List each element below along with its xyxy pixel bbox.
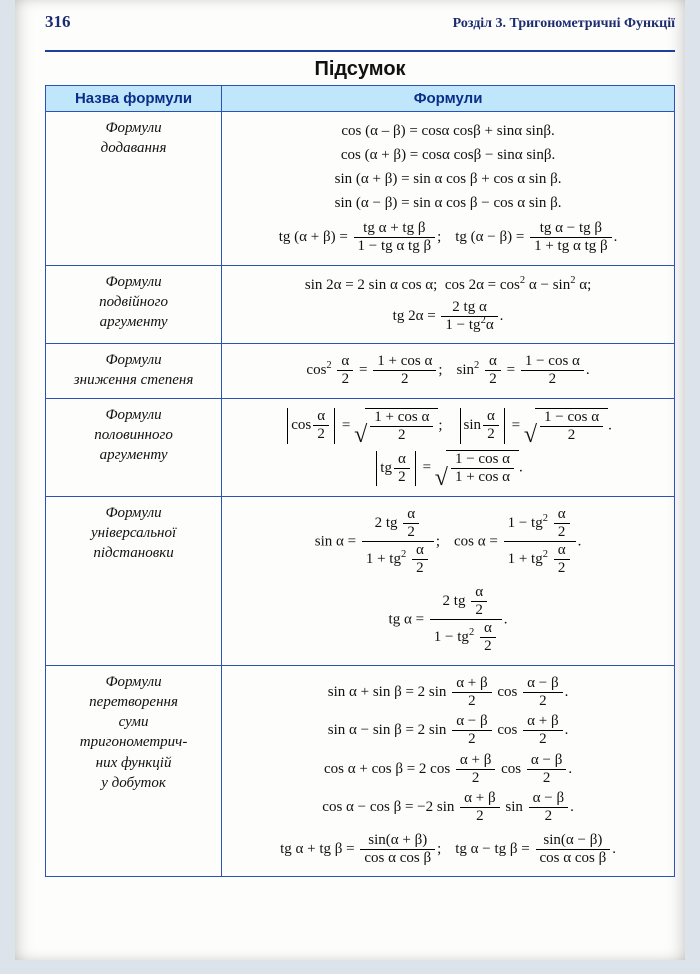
running-header: 316 Розділ 3. Тригонометричні Функції bbox=[45, 12, 675, 32]
formula-name: Формули універсальної підстановки bbox=[46, 496, 222, 665]
page: 316 Розділ 3. Тригонометричні Функції Пі… bbox=[15, 0, 685, 960]
header-rule bbox=[45, 50, 675, 52]
table-row: Формули додавання cos (α – β) = cosα cos… bbox=[46, 112, 675, 266]
formula-table: Назва формули Формули Формули додавання … bbox=[45, 85, 675, 877]
col-header-formula: Формули bbox=[222, 86, 675, 112]
formula-name: Формули додавання bbox=[46, 112, 222, 266]
table-row: Формули перетворення суми тригонометрич-… bbox=[46, 665, 675, 877]
summary-title: Підсумок bbox=[45, 58, 675, 81]
chapter-label: Розділ 3. Тригонометричні Функції bbox=[453, 16, 675, 32]
formula-cell: sin 2α = 2 sin α cos α; cos 2α = cos2 α … bbox=[222, 265, 675, 344]
formula-cell: sin α = 2 tg α2 1 + tg2 α2 ; cos α = 1 −… bbox=[222, 496, 675, 665]
formula-name: Формули зниження степеня bbox=[46, 344, 222, 399]
formula-cell: cos (α – β) = cosα cosβ + sinα sinβ. cos… bbox=[222, 112, 675, 266]
table-row: Формули подвійного аргументу sin 2α = 2 … bbox=[46, 265, 675, 344]
table-row: Формули половинного аргументу cos α2 = √… bbox=[46, 398, 675, 496]
formula-cell: cos2 α2 = 1 + cos α2; sin2 α2 = 1 − cos … bbox=[222, 344, 675, 399]
page-number: 316 bbox=[45, 12, 71, 32]
formula-name: Формули половинного аргументу bbox=[46, 398, 222, 496]
table-row: Формули універсальної підстановки sin α … bbox=[46, 496, 675, 665]
formula-cell: sin α + sin β = 2 sin α + β2 cos α − β2.… bbox=[222, 665, 675, 877]
formula-name: Формули перетворення суми тригонометрич-… bbox=[46, 665, 222, 877]
table-row: Формули зниження степеня cos2 α2 = 1 + c… bbox=[46, 344, 675, 399]
formula-cell: cos α2 = √ 1 + cos α2 ; sin α2 = √ 1 − c… bbox=[222, 398, 675, 496]
formula-name: Формули подвійного аргументу bbox=[46, 265, 222, 344]
col-header-name: Назва формули bbox=[46, 86, 222, 112]
